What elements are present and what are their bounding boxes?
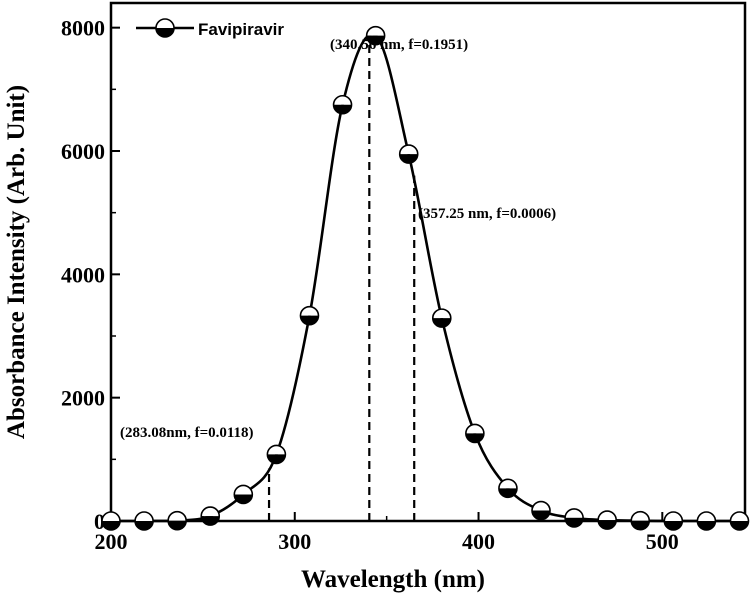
data-point-8	[365, 25, 386, 46]
data-markers	[101, 25, 750, 531]
data-point-15	[597, 510, 617, 530]
annotation-label-0: (340.56 nm, f=0.1951)	[330, 37, 468, 53]
data-point-16	[630, 510, 651, 531]
data-point-12	[498, 478, 518, 499]
legend-label: Favipiravir	[198, 20, 284, 39]
y-tick-label-4000: 4000	[61, 262, 105, 287]
annotation-lines	[267, 36, 416, 521]
data-point-10	[431, 308, 452, 328]
data-point-2	[167, 510, 187, 531]
annotation-label-2: (283.08nm, f=0.0118)	[120, 425, 254, 441]
data-point-18	[696, 511, 717, 531]
legend-marker-circle	[155, 18, 175, 38]
axis-ticks: 200 300 400 500 0 2000 4000 6000 8000	[61, 16, 679, 554]
data-point-7	[332, 94, 353, 115]
x-tick-label-500: 500	[646, 529, 679, 554]
legend: Favipiravir	[136, 18, 284, 39]
x-tick-label-400: 400	[462, 529, 495, 554]
y-tick-label-6000: 6000	[61, 139, 105, 164]
data-point-9	[398, 144, 419, 164]
data-point-14	[564, 508, 584, 528]
x-tick-label-200: 200	[95, 529, 128, 554]
favipiravir-curve	[110, 33, 740, 523]
x-axis-title: Wavelength (nm)	[301, 566, 485, 593]
y-tick-label-8000: 8000	[61, 16, 105, 41]
annotations: (340.56 nm, f=0.1951) (357.25 nm, f=0.000…	[120, 37, 556, 441]
y-axis-title: Absorbance Intensity (Arb. Unit)	[3, 85, 30, 439]
data-point-5	[266, 444, 287, 465]
plot-frame	[109, 1, 747, 523]
y-tick-label-2000: 2000	[61, 386, 105, 411]
data-point-6	[299, 305, 320, 326]
y-tick-label-0: 0	[94, 509, 105, 534]
data-point-4	[233, 484, 254, 505]
data-point-3	[200, 506, 221, 526]
x-tick-label-300: 300	[278, 529, 311, 554]
data-point-19	[729, 511, 750, 531]
legend-marker-icon	[155, 18, 175, 38]
data-point-17	[663, 511, 684, 531]
annotation-label-1: (357.25 nm, f=0.0006)	[418, 206, 556, 222]
data-point-13	[531, 500, 551, 521]
data-point-1	[134, 511, 154, 531]
data-point-11	[465, 423, 485, 444]
data-point-0	[101, 511, 121, 531]
